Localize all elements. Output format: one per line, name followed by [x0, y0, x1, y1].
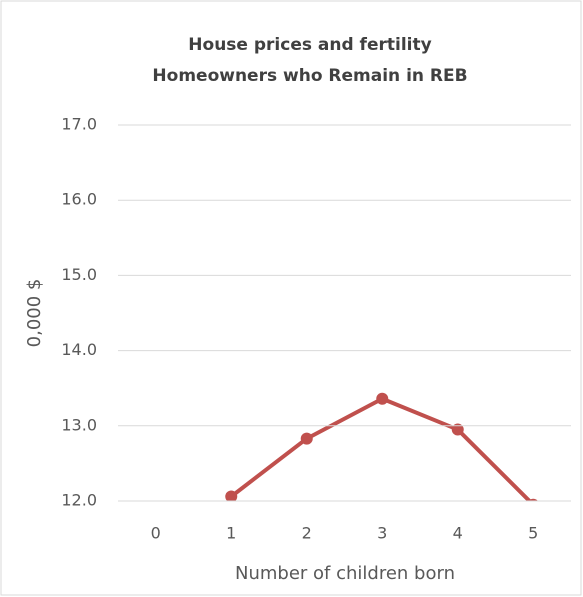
x-tick-label: 2 [302, 524, 312, 543]
line-marker [451, 423, 464, 436]
x-tick-label: 1 [226, 524, 236, 543]
y-tick-label: 15.0 [61, 265, 97, 284]
chart-title: House prices and fertility [188, 35, 431, 55]
x-tick-label: 3 [377, 524, 387, 543]
x-tick-label: 4 [453, 524, 463, 543]
plot-area [225, 392, 538, 501]
line-marker [300, 432, 313, 445]
x-axis-title: Number of children born [235, 563, 455, 584]
y-tick-label: 16.0 [61, 190, 97, 209]
x-tick-label: 5 [528, 524, 538, 543]
line-marker [225, 490, 238, 501]
y-tick-label: 13.0 [61, 415, 97, 434]
line-marker [376, 392, 389, 405]
line-marker [528, 498, 538, 501]
y-tick-label: 17.0 [61, 115, 97, 134]
chart-subtitle: Homeowners who Remain in REB [152, 66, 467, 86]
y-tick-label: 12.0 [61, 491, 97, 510]
y-axis-title: 0,000 $ [24, 279, 45, 348]
x-tick-label: 0 [151, 524, 161, 543]
y-tick-label: 14.0 [61, 340, 97, 359]
